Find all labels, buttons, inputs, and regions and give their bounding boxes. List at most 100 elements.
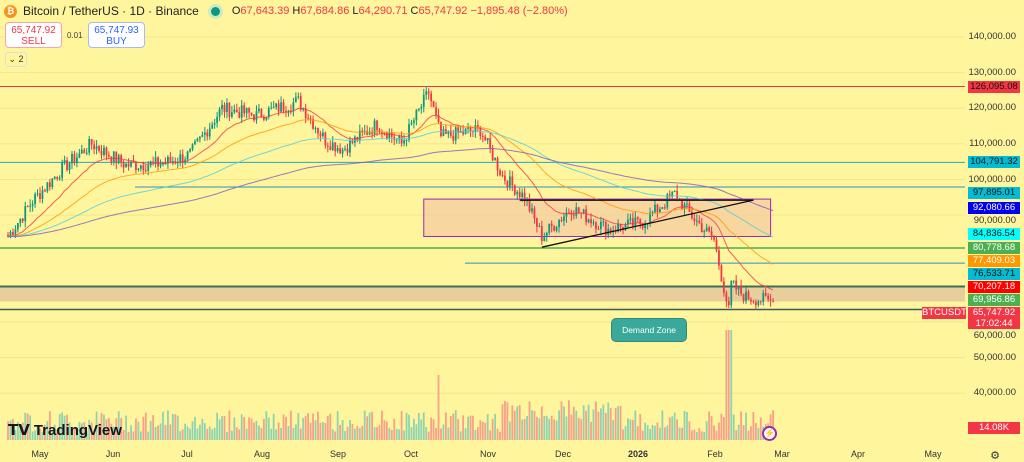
buy-button[interactable]: 65,747.93 BUY [88,22,145,48]
volume-bar [285,416,287,440]
volume-bar [405,412,408,440]
volume-bar [253,422,255,440]
volume-bar [523,419,526,440]
volume-bar [290,410,292,440]
volume-bar [440,428,442,440]
level-price-tag: 70,207.18 [968,280,1020,293]
volume-bar [737,424,740,440]
candle-body [705,227,708,231]
volume-bar [307,413,310,440]
candle-body [36,193,39,195]
volume-bar [506,402,509,440]
volume-bar [639,414,642,440]
volume-bar [48,411,51,440]
volume-bar [555,420,558,440]
candle-body [604,221,607,235]
candle-body [93,144,96,150]
volume-bar [299,428,302,440]
candle-body [34,194,36,204]
volume-bar [7,421,9,440]
volume-bar [152,415,155,440]
volume-bar [58,414,61,440]
candle-body [24,206,27,222]
volume-bar [334,431,337,440]
candle-body [334,142,337,152]
price-axis-label: 40,000.00 [973,387,1016,399]
candle-body [184,159,187,163]
candle-body [447,130,450,134]
symbol-title[interactable]: Bitcoin / TetherUS · 1D · Binance [23,4,199,18]
volume-bar [622,429,624,440]
volume-bar [568,400,570,440]
volume-bar [385,421,388,440]
candle-body [297,96,300,98]
candle-body [63,160,66,163]
candle-body [395,139,398,141]
volume-bar [693,429,696,440]
indicators-toggle[interactable]: ⌄ 2 [5,52,27,67]
volume-bar [226,431,228,440]
candle-body [462,131,465,135]
volume-bar [341,420,344,440]
volume-bar [398,429,401,440]
time-axis-label: Feb [707,449,723,459]
lightning-icon[interactable]: ⚡ [762,426,777,441]
candle-body [90,139,93,145]
volume-bar [663,427,666,440]
tradingview-logo[interactable]: 𝗧𝗩 TradingView [8,421,122,440]
volume-bar [462,415,465,440]
volume-bar [750,426,752,440]
level-price-tag: 97,895.01 [968,186,1020,199]
volume-bar [88,419,91,440]
settings-icon[interactable]: ⚙ [990,450,1000,462]
candle-body [255,111,258,121]
candle-body [223,104,226,113]
candle-body [368,131,371,135]
candle-body [179,154,182,163]
candle-body [326,145,329,147]
volume-bar [501,404,504,440]
candle-body [641,224,644,229]
level-price-tag: 104,791.32 [968,156,1020,169]
candle-body [403,140,405,144]
volume-bar [213,427,216,440]
volume-bar [745,412,747,440]
volume-bar [740,411,742,440]
volume-bar [718,422,720,440]
demand-zone-callout[interactable]: Demand Zone [611,318,687,342]
candle-body [634,217,637,226]
volume-bar [508,421,511,440]
candle-body [533,208,536,219]
candle-body [540,226,543,242]
candle-body [299,96,302,110]
candle-body [353,136,356,143]
candle-body [740,285,742,294]
candle-body [417,108,420,110]
volume-bar [715,430,718,440]
moving-average-200 [8,148,774,238]
volume-bar [61,412,64,440]
candle-body [167,157,169,164]
candle-body [83,149,86,154]
candle-body [336,148,339,152]
volume-bar [513,410,516,440]
volume-bar [331,429,334,440]
candle-body [577,207,580,213]
candle-body [762,293,765,302]
candle-body [432,101,435,108]
volume-bar [476,427,479,440]
sell-button[interactable]: 65,747.92 SELL [5,22,62,48]
volume-bar [582,405,585,440]
volume-bar [629,419,632,440]
candle-body [376,120,378,131]
volume-bar [169,424,172,440]
volume-bar [417,412,420,440]
candle-body [9,232,12,237]
candle-body [528,199,531,212]
candle-body [230,112,233,117]
volume-bar [742,425,745,440]
volume-bar [695,431,698,440]
volume-bar [469,415,472,440]
volume-bar [154,426,157,440]
